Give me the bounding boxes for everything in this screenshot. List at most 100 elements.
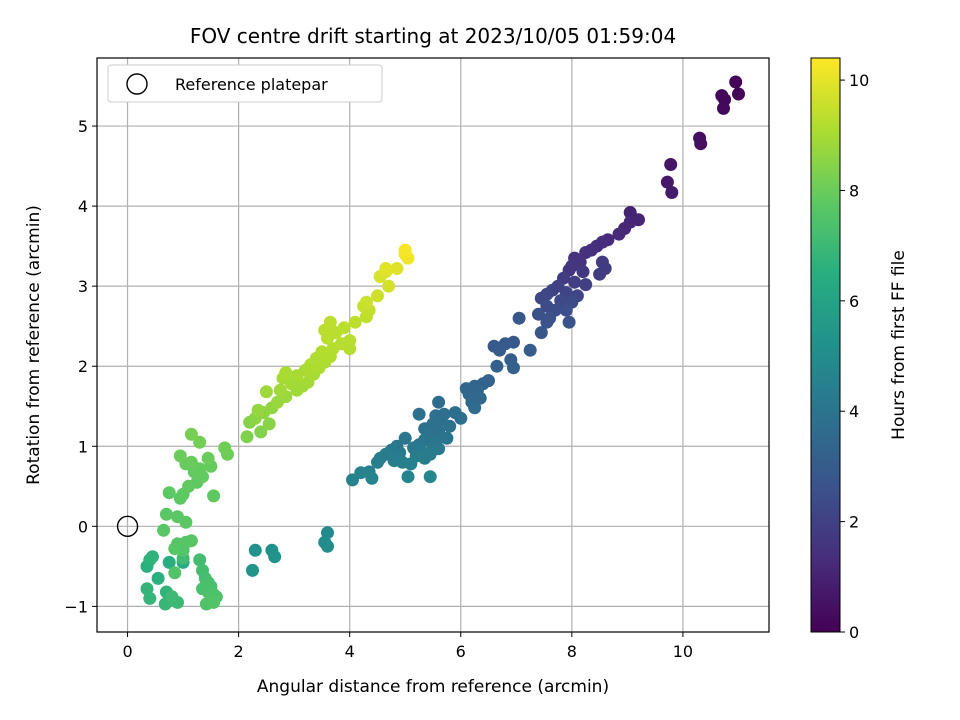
- data-point: [168, 542, 182, 556]
- data-point: [379, 262, 393, 275]
- legend-entry: Reference platepar: [175, 75, 328, 94]
- data-point: [568, 275, 582, 289]
- chart-title: FOV centre drift starting at 2023/10/05 …: [190, 24, 676, 48]
- scatter-points: [140, 75, 745, 611]
- data-point: [371, 455, 384, 469]
- data-point: [612, 227, 626, 241]
- colorbar-tick-label: 8: [849, 181, 859, 200]
- data-point: [273, 383, 287, 397]
- y-tick-label: 2: [78, 357, 88, 376]
- data-point: [184, 427, 198, 441]
- y-tick-label: 3: [78, 277, 88, 296]
- data-point: [246, 563, 259, 577]
- legend-marker: [126, 73, 148, 95]
- data-point: [359, 295, 373, 309]
- data-point: [717, 101, 730, 115]
- data-point: [151, 571, 165, 585]
- data-point: [418, 451, 432, 465]
- data-point: [579, 278, 593, 292]
- data-point: [337, 321, 351, 335]
- data-point: [251, 403, 265, 417]
- x-tick-label: 4: [345, 642, 355, 661]
- x-tick-label: 6: [456, 642, 466, 661]
- data-point: [490, 359, 504, 373]
- data-point: [315, 345, 329, 359]
- data-point: [207, 489, 221, 503]
- data-point: [323, 315, 337, 329]
- y-tick-label: 1: [78, 437, 88, 456]
- data-point: [390, 262, 404, 275]
- y-axis-ticks: −1 0 1 2 3 4 5: [64, 117, 97, 616]
- reference-platepar-marker: [116, 515, 139, 538]
- data-point: [259, 385, 273, 399]
- data-point: [507, 361, 520, 375]
- data-point: [184, 534, 198, 548]
- data-point: [559, 303, 573, 317]
- data-point: [593, 267, 607, 281]
- data-point: [254, 425, 268, 439]
- x-tick-label: 8: [567, 642, 577, 661]
- data-point: [262, 417, 276, 431]
- colorbar-label: Hours from first FF file: [889, 250, 909, 440]
- data-point: [664, 158, 678, 171]
- colorbar-tick-label: 10: [849, 71, 869, 90]
- data-point: [165, 590, 179, 604]
- plot-frame: [96, 57, 770, 633]
- y-tick-label: −1: [64, 597, 88, 616]
- y-tick-label: 4: [78, 197, 88, 216]
- data-point: [454, 411, 468, 425]
- data-point: [534, 326, 548, 340]
- data-point: [184, 455, 198, 469]
- data-point: [404, 457, 418, 471]
- data-point: [179, 515, 193, 529]
- data-point: [268, 550, 282, 564]
- data-point: [173, 449, 187, 463]
- data-point: [157, 523, 171, 537]
- data-point: [218, 441, 232, 455]
- data-point: [729, 75, 743, 89]
- x-tick-label: 0: [122, 642, 132, 661]
- colorbar-tick-label: 4: [849, 402, 859, 421]
- colorbar-tick-label: 0: [849, 623, 859, 642]
- y-tick-label: 5: [78, 117, 88, 136]
- data-point: [371, 289, 384, 303]
- data-point: [162, 555, 176, 569]
- data-point: [443, 419, 457, 433]
- data-point: [168, 566, 182, 580]
- colorbar-ticks: 0 2 4 6 8 10: [840, 71, 869, 642]
- data-point: [201, 451, 215, 465]
- y-axis-label: Rotation from reference (arcmin): [24, 205, 44, 485]
- data-point: [523, 343, 537, 357]
- data-point: [398, 431, 412, 445]
- data-point: [193, 553, 207, 567]
- data-point: [562, 315, 576, 329]
- data-point: [346, 473, 359, 487]
- data-point: [240, 430, 254, 444]
- data-point: [412, 407, 426, 421]
- y-tick-label: 0: [78, 517, 88, 536]
- data-point: [279, 366, 293, 380]
- x-axis-ticks: 0 2 4 6 8 10: [122, 632, 693, 661]
- data-point: [143, 591, 157, 605]
- data-point: [532, 307, 545, 321]
- data-point: [554, 294, 568, 308]
- data-point: [512, 311, 526, 325]
- colorbar-gradient: [810, 57, 841, 633]
- x-tick-label: 10: [673, 642, 693, 661]
- data-point: [540, 315, 554, 329]
- grid-lines: [97, 58, 769, 632]
- data-point: [162, 486, 176, 500]
- data-point: [248, 543, 262, 557]
- colorbar: 0 2 4 6 8 10 Hours from first FF file: [810, 57, 909, 642]
- legend-box: [107, 64, 383, 103]
- data-point: [348, 315, 362, 329]
- data-point: [207, 595, 221, 609]
- data-point: [182, 479, 196, 493]
- data-point: [432, 395, 446, 409]
- data-point: [576, 265, 590, 279]
- data-point: [401, 470, 415, 484]
- data-point: [146, 550, 159, 564]
- colorbar-tick-label: 6: [849, 292, 859, 311]
- data-point: [321, 539, 334, 553]
